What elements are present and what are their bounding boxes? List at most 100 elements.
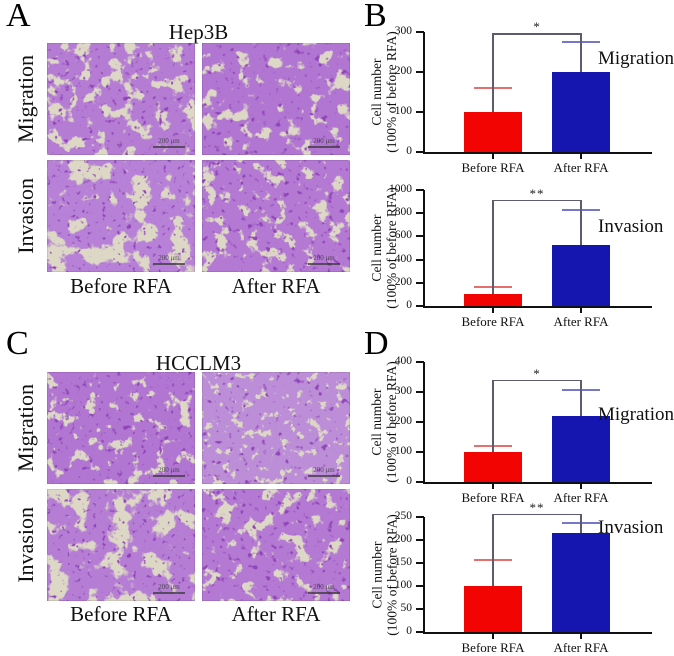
scale-bar-label: 200 μm	[158, 137, 180, 145]
x-tick	[492, 484, 494, 489]
x-tick	[580, 634, 582, 639]
bar-before-rfa	[464, 586, 522, 632]
significance-stars: *	[533, 19, 541, 35]
y-tick-label: 250	[394, 510, 412, 522]
assay-annotation: Migration	[598, 48, 674, 69]
stain-texture-dark	[47, 160, 195, 272]
y-tick-label: 100	[394, 445, 412, 457]
stain-texture-dark	[202, 372, 350, 484]
scale-bar-label: 200 μm	[158, 254, 180, 262]
y-tick-label: 0	[406, 625, 412, 637]
micrograph-hep3b-invasion-after-rfa: 200 μm	[202, 160, 350, 272]
panel-a-letter: A	[6, 0, 31, 34]
panel-a-col-label-after: After RFA	[231, 274, 321, 298]
significance-bracket-drop	[580, 380, 582, 416]
panel-c-row-label-migration: Migration	[8, 372, 44, 484]
scale-bar	[308, 146, 340, 148]
scale-bar-label: 200 μm	[158, 466, 180, 474]
panel-a-col-label-before: Before RFA	[70, 274, 172, 298]
significance-bracket-drop	[492, 33, 494, 112]
y-axis	[423, 190, 425, 308]
row-label-text: Invasion	[13, 178, 38, 254]
y-tick-label: 50	[400, 602, 413, 614]
bar-before-rfa	[464, 112, 522, 152]
panel-d-letter: D	[364, 325, 389, 362]
scale-bar	[153, 592, 185, 594]
significance-bracket	[493, 513, 581, 516]
significance-bracket-drop	[492, 380, 494, 452]
x-tick-label: After RFA	[553, 314, 609, 329]
scale-bar-label: 200 μm	[158, 583, 180, 591]
y-tick	[416, 212, 424, 215]
assay-annotation: Migration	[598, 404, 674, 425]
significance-bracket	[493, 199, 581, 202]
row-label-text: Migration	[13, 384, 38, 472]
y-tick	[416, 451, 424, 453]
chart-d-invasion: Cell number (100% of before RFA) 0 50 100 15…	[360, 500, 674, 656]
y-tick	[416, 189, 424, 191]
significance-bracket-drop	[580, 199, 582, 245]
y-tick-label: 1000	[389, 183, 412, 195]
y-tick-label: 0	[406, 475, 412, 487]
scale-bar	[153, 475, 185, 477]
y-tick-label: 100	[394, 579, 412, 591]
scale-bar-label: 200 μm	[313, 254, 335, 262]
row-label-text: Invasion	[13, 507, 38, 583]
y-tick	[416, 585, 424, 587]
y-tick	[416, 151, 424, 153]
bar-before-rfa	[464, 294, 522, 306]
significance-stars: **	[529, 185, 545, 201]
y-tick-label: 300	[394, 25, 412, 37]
panel-c-row-label-invasion: Invasion	[8, 489, 44, 601]
significance-stars: *	[533, 366, 541, 381]
x-axis	[423, 152, 652, 154]
stain-texture-dark	[202, 160, 350, 272]
y-tick	[416, 235, 424, 238]
x-tick	[580, 308, 582, 313]
bar-after-rfa	[552, 533, 610, 632]
stain-texture-dark	[47, 43, 195, 155]
y-tick	[416, 562, 424, 564]
x-tick	[492, 308, 494, 313]
y-tick-label: 400	[394, 355, 412, 367]
x-tick-label: Before RFA	[461, 314, 525, 329]
y-tick	[416, 281, 424, 284]
y-tick-label: 300	[394, 385, 412, 397]
stain-texture-dark	[47, 372, 195, 484]
scale-bar-label: 200 μm	[313, 466, 335, 474]
y-tick-label: 400	[394, 252, 412, 265]
y-tick	[416, 516, 424, 518]
stain-texture-dark	[47, 489, 195, 601]
x-tick-label: Before RFA	[461, 160, 525, 175]
panel-c-col-label-after: After RFA	[231, 602, 321, 626]
y-tick-label: 0	[406, 145, 412, 157]
y-tick-label: 100	[394, 105, 412, 117]
y-tick	[416, 305, 424, 307]
scale-bar-label: 200 μm	[313, 583, 335, 591]
panel-c-title: HCCLM3	[155, 351, 242, 375]
assay-annotation: Invasion	[598, 216, 664, 237]
chart-b-migration: Cell number (100% of before RFA) 0 100 200 3…	[360, 18, 674, 176]
x-tick	[492, 154, 494, 159]
x-tick-label: After RFA	[553, 160, 609, 175]
scale-bar	[153, 263, 185, 265]
panel-a-row-label-invasion: Invasion	[8, 160, 44, 272]
micrograph-hcclm3-migration-after-rfa: 200 μm	[202, 372, 350, 484]
x-axis	[423, 306, 652, 308]
y-axis	[423, 517, 425, 634]
row-label-text: Migration	[13, 55, 38, 143]
y-tick-label: 150	[394, 556, 412, 568]
stain-texture-dark	[202, 489, 350, 601]
y-tick-label: 200	[394, 275, 412, 288]
scale-bar	[308, 592, 340, 594]
y-tick	[416, 31, 424, 33]
chart-b-invasion: Cell number (100% of before RFA) 0 200 400 6…	[360, 176, 674, 330]
y-tick	[416, 258, 424, 261]
x-tick-label: Before RFA	[461, 490, 525, 505]
micrograph-hcclm3-migration-before-rfa: 200 μm	[47, 372, 195, 484]
y-tick	[416, 391, 424, 393]
significance-bracket	[493, 380, 581, 382]
y-tick	[416, 481, 424, 483]
assay-annotation: Invasion	[598, 517, 664, 538]
y-tick	[416, 421, 424, 423]
